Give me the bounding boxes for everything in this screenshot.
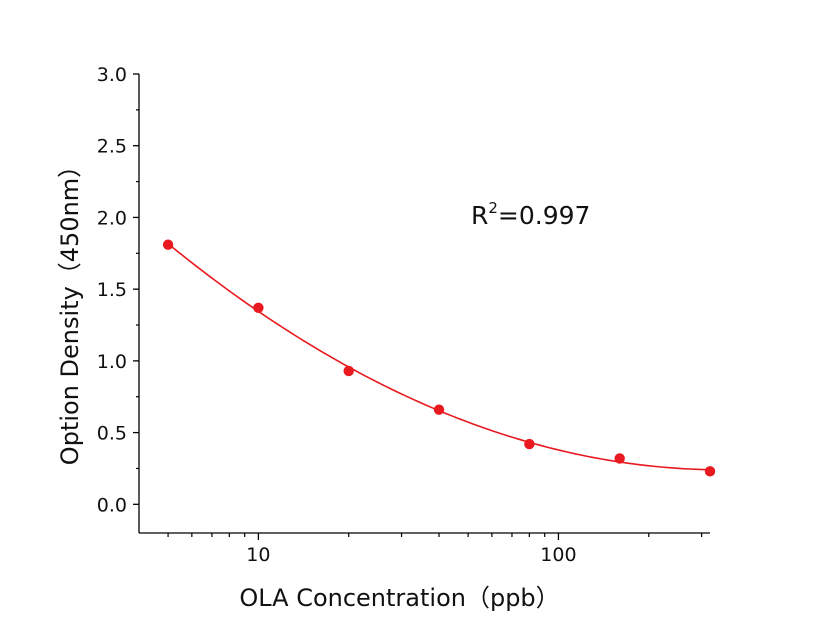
x-axis-title: OLA Concentration（ppb） (239, 584, 559, 612)
x-tick-label: 10 (246, 544, 270, 566)
data-point (614, 453, 625, 464)
y-tick-label: 2.5 (97, 136, 127, 158)
data-point (433, 404, 445, 415)
data-point (524, 438, 535, 450)
annotation-base: R (471, 201, 488, 230)
annotation-superscript: 2 (488, 199, 498, 217)
data-point (253, 302, 264, 314)
annotation-rest: =0.997 (498, 201, 591, 230)
fit-curve (167, 243, 711, 471)
y-tick-label: 1.0 (97, 351, 127, 373)
y-tick-label: 1.5 (97, 279, 127, 301)
data-point (704, 466, 716, 477)
r-squared-annotation: R2=0.997 (471, 199, 590, 230)
y-tick-label: 0.0 (97, 494, 127, 516)
y-axis-title: Option Density（450nm） (56, 154, 84, 465)
x-tick-label: 100 (540, 544, 576, 566)
y-tick-label: 3.0 (97, 64, 127, 86)
data-point (343, 365, 354, 377)
axes (138, 74, 710, 534)
ticks: 0.0 0.5 1.0 1.5 2.0 2.5 3.0 10 100 (97, 64, 703, 566)
data-point (162, 239, 174, 250)
y-tick-label: 2.0 (97, 207, 127, 229)
series (162, 239, 716, 477)
y-tick-label: 0.5 (97, 423, 127, 445)
